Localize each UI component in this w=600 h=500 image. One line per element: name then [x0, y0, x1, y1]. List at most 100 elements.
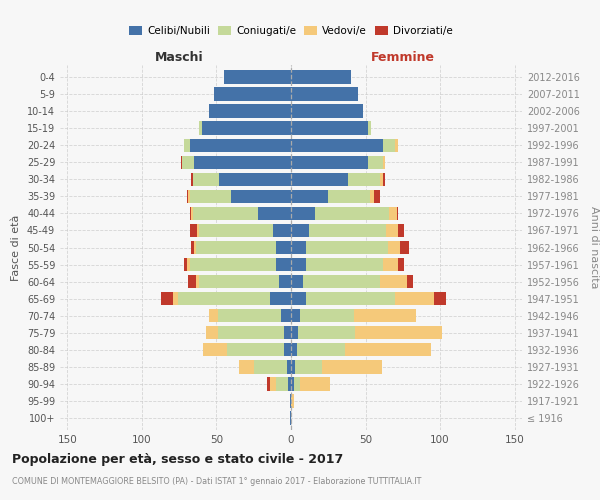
Bar — [291, 343, 297, 356]
Bar — [291, 122, 368, 135]
Bar — [383, 156, 385, 169]
Bar — [388, 241, 400, 254]
Bar — [300, 309, 353, 322]
Bar — [188, 275, 196, 288]
Bar — [239, 360, 254, 374]
Bar — [187, 258, 190, 271]
Bar — [209, 104, 291, 118]
Bar — [287, 360, 291, 374]
Bar — [398, 258, 404, 271]
Bar — [196, 241, 276, 254]
Bar — [197, 224, 199, 237]
Bar — [434, 292, 446, 306]
Bar — [178, 292, 270, 306]
Bar — [190, 206, 191, 220]
Bar — [279, 275, 291, 288]
Bar — [291, 88, 358, 101]
Bar — [161, 292, 173, 306]
Bar — [276, 258, 291, 271]
Bar — [368, 156, 383, 169]
Bar — [184, 138, 190, 152]
Bar — [370, 190, 374, 203]
Bar — [395, 292, 434, 306]
Bar — [199, 122, 202, 135]
Bar — [291, 156, 368, 169]
Bar — [380, 275, 407, 288]
Bar — [194, 241, 196, 254]
Bar — [380, 172, 383, 186]
Bar — [297, 343, 344, 356]
Bar — [291, 326, 298, 340]
Bar — [284, 343, 291, 356]
Bar — [214, 88, 291, 101]
Bar — [386, 224, 398, 237]
Text: COMUNE DI MONTEMAGGIORE BELSITO (PA) - Dati ISTAT 1° gennaio 2017 - Elaborazione: COMUNE DI MONTEMAGGIORE BELSITO (PA) - D… — [12, 478, 421, 486]
Bar — [273, 224, 291, 237]
Bar — [291, 190, 328, 203]
Bar — [193, 206, 258, 220]
Bar — [291, 258, 306, 271]
Bar — [355, 326, 442, 340]
Bar — [295, 360, 322, 374]
Bar — [347, 172, 380, 186]
Bar — [291, 206, 315, 220]
Bar — [291, 70, 350, 84]
Bar — [374, 190, 380, 203]
Bar — [224, 70, 291, 84]
Bar — [290, 412, 291, 424]
Bar — [322, 360, 382, 374]
Bar — [202, 122, 291, 135]
Text: Maschi: Maschi — [155, 51, 203, 64]
Bar — [328, 190, 370, 203]
Bar — [291, 309, 300, 322]
Bar — [190, 190, 232, 203]
Bar — [291, 104, 362, 118]
Bar — [306, 258, 383, 271]
Bar — [218, 309, 281, 322]
Bar — [288, 378, 291, 390]
Bar — [383, 258, 398, 271]
Bar — [199, 224, 273, 237]
Bar — [184, 258, 187, 271]
Bar — [291, 394, 294, 407]
Bar — [187, 190, 188, 203]
Bar — [291, 224, 309, 237]
Bar — [276, 378, 288, 390]
Bar — [191, 172, 193, 186]
Bar — [407, 275, 413, 288]
Bar — [206, 326, 218, 340]
Text: Femmine: Femmine — [371, 51, 435, 64]
Y-axis label: Anni di nascita: Anni di nascita — [589, 206, 599, 289]
Bar — [383, 172, 385, 186]
Bar — [232, 190, 291, 203]
Bar — [400, 241, 409, 254]
Bar — [173, 292, 178, 306]
Bar — [182, 156, 194, 169]
Bar — [315, 206, 389, 220]
Bar — [220, 172, 291, 186]
Bar — [190, 138, 291, 152]
Bar — [398, 224, 404, 237]
Bar — [218, 326, 284, 340]
Bar — [306, 241, 388, 254]
Bar — [291, 378, 294, 390]
Bar — [309, 224, 386, 237]
Bar — [291, 138, 383, 152]
Bar — [267, 378, 270, 390]
Bar — [196, 275, 199, 288]
Bar — [203, 343, 227, 356]
Bar — [188, 190, 190, 203]
Bar — [300, 378, 330, 390]
Bar — [298, 326, 355, 340]
Bar — [383, 138, 395, 152]
Bar — [193, 172, 220, 186]
Bar — [199, 275, 279, 288]
Bar — [190, 258, 276, 271]
Bar — [270, 378, 276, 390]
Bar — [191, 206, 193, 220]
Bar — [276, 241, 291, 254]
Bar — [353, 309, 416, 322]
Bar — [389, 206, 397, 220]
Y-axis label: Fasce di età: Fasce di età — [11, 214, 21, 280]
Bar — [291, 241, 306, 254]
